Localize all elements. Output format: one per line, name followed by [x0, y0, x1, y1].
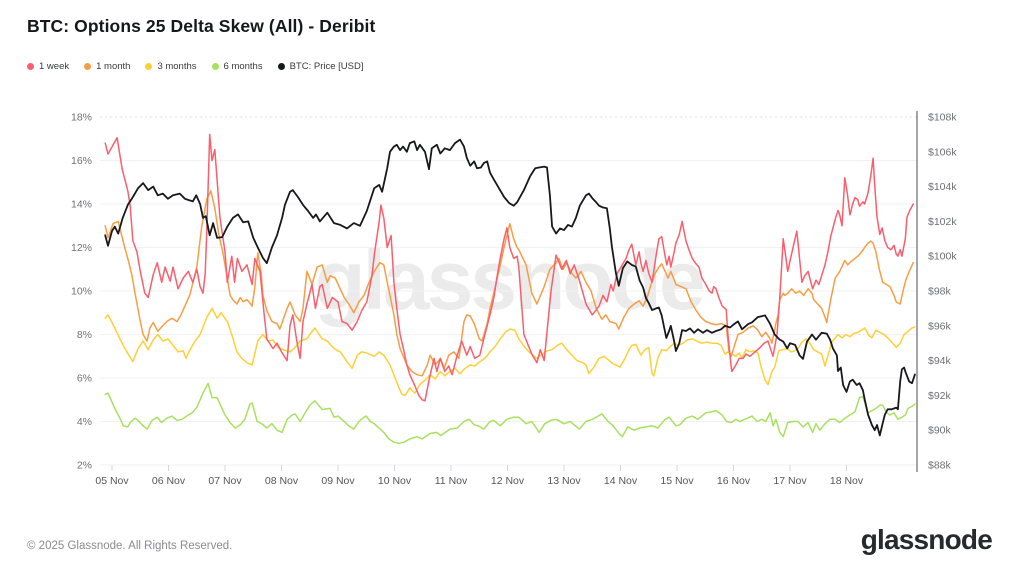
y-axis-left-label: 8% — [77, 329, 92, 341]
legend-label: 6 months — [223, 61, 263, 72]
legend-dot-1-week — [27, 63, 34, 70]
y-axis-right-label: $100k — [928, 251, 957, 263]
series-line-1-week — [104, 133, 914, 402]
x-axis-label: 10 Nov — [378, 475, 412, 487]
y-axis-left-label: 18% — [71, 112, 92, 124]
legend-dot-6-months — [211, 63, 219, 70]
legend-label: 3 months — [157, 61, 197, 72]
y-axis-right-label: $94k — [928, 355, 952, 367]
x-axis-label: 05 Nov — [95, 475, 129, 487]
glassnode-logo: glassnode — [860, 524, 993, 555]
y-axis-right-label: $102k — [928, 216, 957, 228]
chart-legend: 1 week 1 month 3 months 6 months BTC: Price … — [27, 61, 364, 72]
legend-item-6-months[interactable]: 6 months — [211, 61, 263, 72]
x-axis-label: 17 Nov — [773, 475, 807, 487]
y-axis-right-label: $108k — [928, 112, 957, 124]
series-line-6-months — [104, 382, 916, 445]
y-axis-left-label: 14% — [71, 199, 92, 211]
y-axis-left-label: 10% — [71, 286, 92, 298]
series-line-3-months — [104, 307, 916, 397]
y-axis-right-label: $92k — [928, 390, 952, 402]
x-axis-label: 14 Nov — [604, 475, 638, 487]
x-axis-label: 06 Nov — [152, 475, 186, 487]
y-axis-left-label: 12% — [71, 242, 92, 254]
legend-label: 1 week — [39, 61, 70, 72]
y-axis-left-label: 6% — [77, 373, 92, 385]
copyright-text: © 2025 Glassnode. All Rights Reserved. — [27, 540, 233, 552]
legend-label: BTC: Price [USD] — [289, 61, 364, 72]
x-axis-label: 16 Nov — [717, 475, 751, 487]
x-axis-label: 08 Nov — [265, 475, 299, 487]
legend-dot-btc-price — [277, 63, 285, 70]
y-axis-left-label: 2% — [77, 460, 92, 472]
legend-item-btc-price[interactable]: BTC: Price [USD] — [277, 61, 364, 72]
y-axis-right-label: $96k — [928, 320, 952, 332]
x-axis-label: 11 Nov — [435, 475, 468, 487]
legend-dot-3-months — [145, 63, 153, 70]
y-axis-right-label: $98k — [928, 286, 952, 298]
x-axis-label: 13 Nov — [547, 475, 581, 487]
legend-label: 1 month — [96, 61, 131, 72]
x-axis-label: 09 Nov — [321, 475, 355, 487]
legend-item-1-month[interactable]: 1 month — [84, 61, 130, 72]
x-axis-label: 12 Nov — [491, 475, 525, 487]
page-title: BTC: Options 25 Delta Skew (All) - Derib… — [27, 16, 376, 36]
legend-dot-1-month — [84, 63, 92, 70]
y-axis-right-label: $88k — [928, 460, 952, 472]
y-axis-right-label: $104k — [928, 181, 957, 193]
series-line-1-month — [104, 190, 914, 377]
series-line-btc-price — [104, 138, 916, 437]
legend-item-1-week[interactable]: 1 week — [27, 61, 69, 72]
y-axis-left-label: 4% — [77, 416, 92, 428]
x-axis-label: 18 Nov — [830, 475, 864, 487]
y-axis-right-label: $106k — [928, 146, 957, 158]
x-axis-label: 15 Nov — [660, 475, 694, 487]
y-axis-left-label: 16% — [71, 155, 92, 167]
x-axis-label: 07 Nov — [208, 475, 242, 487]
y-axis-right-label: $90k — [928, 425, 952, 437]
legend-item-3-months[interactable]: 3 months — [145, 61, 197, 72]
